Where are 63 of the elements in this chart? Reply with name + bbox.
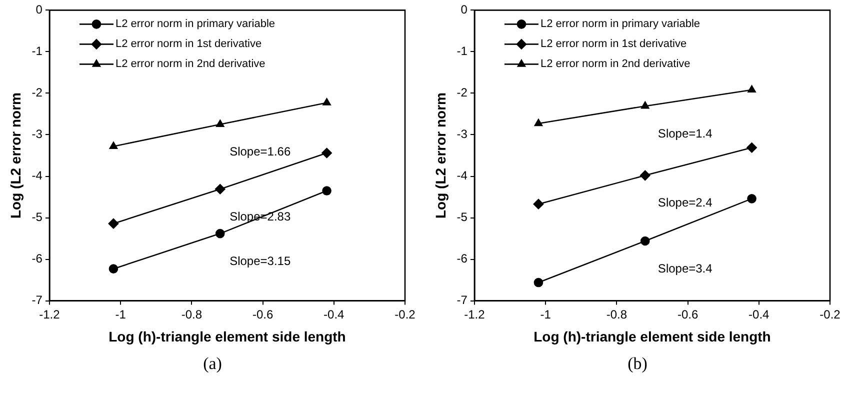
y-axis-title: Log (L2 error norm: [432, 92, 448, 219]
point: [109, 142, 118, 150]
point: [640, 236, 650, 246]
y-tick-label: -5: [456, 210, 468, 224]
x-tick-label: -0.8: [181, 307, 202, 322]
annotation: Slope=1.4: [658, 126, 713, 140]
x-axis-title: Log (h)-triangle element side length: [108, 328, 346, 344]
x-tick-label: -0.6: [252, 307, 274, 322]
point: [322, 148, 332, 158]
text: (b): [628, 354, 648, 374]
y-tick-label: 0: [36, 2, 43, 17]
y-tick-label: -2: [456, 86, 468, 100]
y-tick-label: -7: [32, 293, 43, 308]
point: [640, 170, 650, 181]
y-tick-label: -7: [456, 293, 468, 308]
x-tick-label: -1.2: [39, 307, 60, 322]
x-tick-label: -0.2: [394, 307, 416, 322]
y-tick-label: -1: [32, 44, 43, 58]
y-tick-label: -6: [456, 252, 468, 266]
point: [747, 194, 756, 204]
annotation: Slope=2.4: [658, 196, 713, 210]
legend-label: L2 error norm in 1st derivative: [115, 38, 262, 50]
x-tick-label: -0.8: [606, 307, 628, 322]
annotation: Slope=3.4: [658, 261, 713, 276]
point: [108, 264, 118, 274]
x-tick-label: -0.4: [748, 307, 770, 322]
annotation: Slope=3.15: [230, 254, 291, 268]
x-tick-label: -1: [115, 307, 126, 322]
x-tick-label: -1: [540, 307, 552, 322]
x-tick-label: -0.2: [820, 307, 841, 322]
y-tick-label: -3: [32, 127, 43, 142]
point: [216, 120, 224, 128]
text: (a): [203, 354, 222, 374]
point: [746, 142, 757, 153]
x-tick-label: -0.4: [324, 307, 345, 322]
x-tick-label: -0.6: [677, 307, 698, 322]
point: [748, 85, 756, 93]
point: [214, 184, 226, 194]
y-tick-label: -4: [456, 168, 468, 183]
point: [215, 228, 225, 238]
legend-label: L2 error norm in 1st derivative: [540, 38, 687, 50]
y-tick-label: -1: [456, 44, 468, 58]
point: [534, 278, 544, 288]
y-tick-label: -5: [32, 210, 43, 224]
point: [533, 198, 544, 210]
legend-label: L2 error norm in 2nd derivative: [540, 58, 690, 70]
x-axis-title: Log (h)-triangle element side length: [534, 328, 771, 344]
point: [641, 101, 650, 109]
legend-label: L2 error norm in primary variable: [115, 18, 276, 30]
point: [322, 186, 332, 196]
y-axis-title: Log (L2 error norm: [7, 92, 24, 219]
y-tick-label: -4: [32, 168, 43, 183]
y-tick-label: -2: [32, 86, 43, 100]
point: [108, 218, 119, 229]
point: [322, 98, 331, 106]
legend-label: L2 error norm in primary variable: [540, 18, 700, 30]
y-tick-label: -3: [456, 127, 468, 142]
y-tick-label: 0: [460, 2, 468, 17]
point: [534, 118, 543, 126]
y-tick-label: -6: [32, 252, 43, 266]
annotation: Slope=1.66: [230, 144, 291, 159]
legend-label: L2 error norm in 2nd derivative: [115, 58, 266, 70]
x-tick-label: -1.2: [464, 307, 486, 322]
